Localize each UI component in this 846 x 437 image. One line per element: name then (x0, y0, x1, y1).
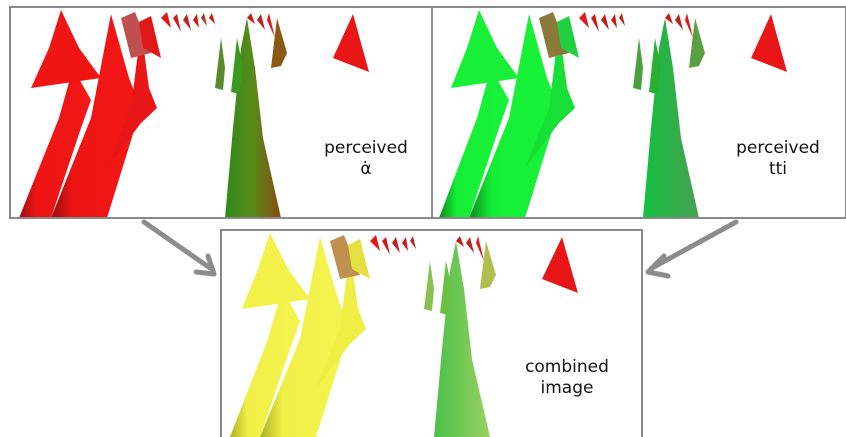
shard-shape (19, 68, 91, 217)
shard-shape (31, 10, 101, 88)
shard-shape (451, 10, 519, 88)
shard-shape (348, 239, 370, 279)
label-line-1: perceived (324, 138, 408, 158)
shard-shape (242, 233, 310, 309)
center-shard-shape (225, 18, 281, 217)
label-line-2: α̇ (360, 159, 372, 179)
tti-render (439, 10, 787, 217)
arrow-left-to-combined (141, 219, 217, 277)
shard-shape (260, 237, 350, 437)
label-line-1: combined (525, 357, 609, 377)
shard-shape (316, 251, 366, 389)
label-line-1: perceived (736, 138, 820, 158)
shard-shape (525, 28, 575, 168)
panel-combined-image: combined image (220, 229, 643, 437)
shard-shape (51, 14, 141, 217)
panel-label: perceived tti (723, 138, 833, 180)
isolated-triangle-shape (542, 237, 578, 293)
isolated-triangle-shape (751, 14, 787, 72)
shard-shape (439, 68, 509, 217)
shard-shape (230, 289, 300, 437)
panel-perceived-alpha-dot: perceived α̇ (9, 6, 433, 219)
center-shard-shape (434, 241, 490, 437)
alpha-dot-render (19, 10, 369, 217)
shard-shape (557, 16, 579, 58)
shard-shape (139, 16, 161, 58)
center-shard-shape (643, 18, 699, 217)
isolated-triangle-shape (333, 14, 369, 72)
shard-shape (469, 14, 559, 217)
panel-label: combined image (512, 357, 622, 399)
label-line-2: tti (768, 159, 788, 179)
combined-render (230, 233, 578, 437)
panel-label: perceived α̇ (311, 138, 421, 180)
shard-shape (107, 28, 157, 168)
arrow-right-to-combined (645, 219, 739, 279)
panel-perceived-tti: perceived tti (431, 6, 846, 219)
label-line-2: image (540, 378, 594, 398)
